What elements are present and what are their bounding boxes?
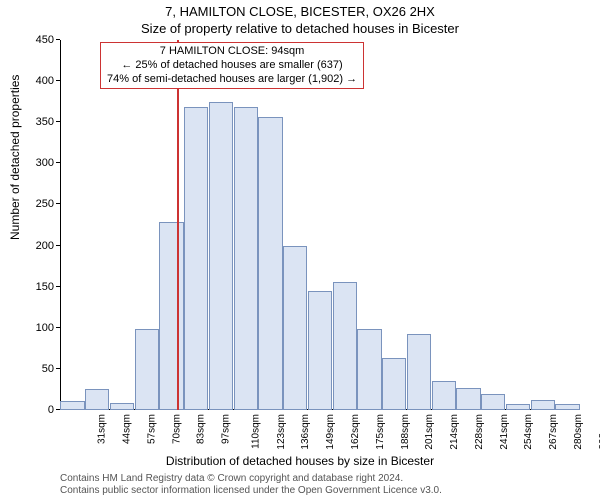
histogram-bar <box>382 358 406 410</box>
y-tick-label: 150 <box>24 281 60 293</box>
y-tick-mark <box>56 286 60 287</box>
histogram-bar <box>85 389 109 410</box>
histogram-bar <box>531 400 555 410</box>
y-tick-label: 0 <box>24 404 60 416</box>
x-tick-label: 149sqm <box>325 414 336 450</box>
histogram-bar <box>357 329 381 410</box>
x-tick-label: 280sqm <box>573 414 584 450</box>
histogram-bar <box>184 107 208 410</box>
x-tick-label: 201sqm <box>424 414 435 450</box>
histogram-bar <box>308 291 332 410</box>
footer-line1: Contains HM Land Registry data © Crown c… <box>60 473 442 485</box>
x-tick-label: 70sqm <box>171 414 182 444</box>
histogram-bar <box>432 381 456 410</box>
x-tick-label: 123sqm <box>276 414 287 450</box>
x-tick-label: 97sqm <box>221 414 232 444</box>
x-tick-label: 44sqm <box>122 414 133 444</box>
x-tick-label: 31sqm <box>97 414 108 444</box>
x-tick-label: 241sqm <box>499 414 510 450</box>
y-axis-label: Number of detached properties <box>8 75 22 240</box>
histogram-bar <box>135 329 159 410</box>
histogram-bar <box>234 107 258 410</box>
x-tick-label: 175sqm <box>375 414 386 450</box>
y-tick-mark <box>56 203 60 204</box>
histogram-bar <box>110 403 134 410</box>
annotation-line3: 74% of semi-detached houses are larger (… <box>107 73 357 87</box>
y-tick-mark <box>56 39 60 40</box>
y-tick-mark <box>56 327 60 328</box>
histogram-bar <box>456 388 480 410</box>
y-tick-label: 350 <box>24 116 60 128</box>
y-tick-label: 50 <box>24 363 60 375</box>
x-axis-label: Distribution of detached houses by size … <box>0 454 600 468</box>
x-tick-label: 162sqm <box>350 414 361 450</box>
histogram-bar <box>333 282 357 410</box>
histogram-bar <box>481 394 505 410</box>
y-tick-mark <box>56 368 60 369</box>
y-tick-label: 450 <box>24 34 60 46</box>
x-tick-label: 267sqm <box>548 414 559 450</box>
x-tick-label: 83sqm <box>196 414 207 444</box>
y-tick-label: 300 <box>24 157 60 169</box>
chart-container: 7, HAMILTON CLOSE, BICESTER, OX26 2HX Si… <box>0 0 600 500</box>
histogram-bar <box>283 246 307 410</box>
histogram-bar <box>555 404 579 410</box>
annotation-line2: ← 25% of detached houses are smaller (63… <box>107 59 357 73</box>
annotation-line1: 7 HAMILTON CLOSE: 94sqm <box>107 45 357 59</box>
y-tick-mark <box>56 121 60 122</box>
y-tick-label: 100 <box>24 322 60 334</box>
histogram-bar <box>407 334 431 410</box>
x-tick-label: 110sqm <box>250 414 261 449</box>
y-tick-label: 250 <box>24 198 60 210</box>
x-tick-label: 188sqm <box>400 414 411 450</box>
annotation-box: 7 HAMILTON CLOSE: 94sqm ← 25% of detache… <box>100 42 364 89</box>
chart-title-line2: Size of property relative to detached ho… <box>0 21 600 36</box>
histogram-bar <box>506 404 530 410</box>
x-tick-label: 254sqm <box>523 414 534 450</box>
histogram-bar <box>258 117 282 410</box>
y-tick-mark <box>56 80 60 81</box>
histogram-bar <box>159 222 183 410</box>
histogram-bar <box>60 401 84 410</box>
x-tick-label: 136sqm <box>301 414 312 450</box>
footer-text: Contains HM Land Registry data © Crown c… <box>60 473 442 497</box>
y-tick-label: 400 <box>24 75 60 87</box>
x-tick-label: 57sqm <box>146 414 157 444</box>
y-tick-mark <box>56 162 60 163</box>
property-marker-line <box>177 40 179 410</box>
plot-area: 050100150200250300350400450 31sqm44sqm57… <box>60 40 580 410</box>
histogram-bar <box>209 102 233 410</box>
x-tick-label: 228sqm <box>474 414 485 450</box>
x-tick-label: 214sqm <box>449 414 460 450</box>
footer-line2: Contains public sector information licen… <box>60 485 442 497</box>
bars-group <box>60 40 580 410</box>
y-tick-label: 200 <box>24 240 60 252</box>
chart-title-line1: 7, HAMILTON CLOSE, BICESTER, OX26 2HX <box>0 4 600 19</box>
y-tick-mark <box>56 409 60 410</box>
y-tick-mark <box>56 245 60 246</box>
